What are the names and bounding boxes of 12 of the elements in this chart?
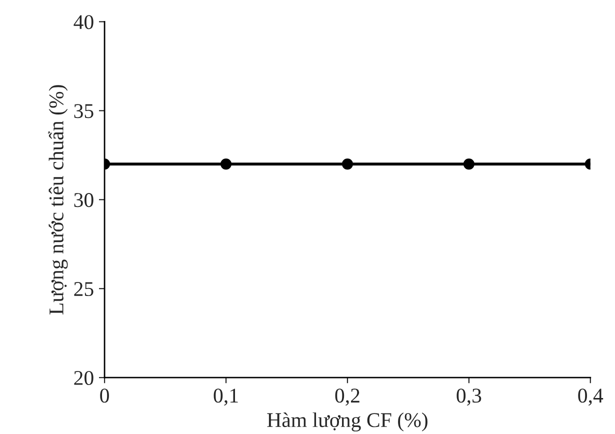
x-tick-label: 0 (100, 388, 109, 403)
x-tick-label: 0,3 (456, 388, 482, 406)
y-tick-label: 30 (74, 193, 94, 208)
x-tick-label: 0,1 (214, 388, 238, 406)
y-tick-label: 20 (74, 370, 94, 386)
y-axis-title: Lượng nước tiêu chuẩn (%) (48, 85, 68, 314)
y-tick-label: 25 (74, 282, 94, 296)
x-axis-title: Hàm lượng CF (%) (267, 412, 428, 432)
x-tick-label: 0,4 (578, 388, 604, 406)
x-tick-label: 0,2 (335, 388, 360, 406)
y-tick-label: 35 (74, 104, 94, 118)
y-tick-label: 40 (74, 15, 94, 30)
